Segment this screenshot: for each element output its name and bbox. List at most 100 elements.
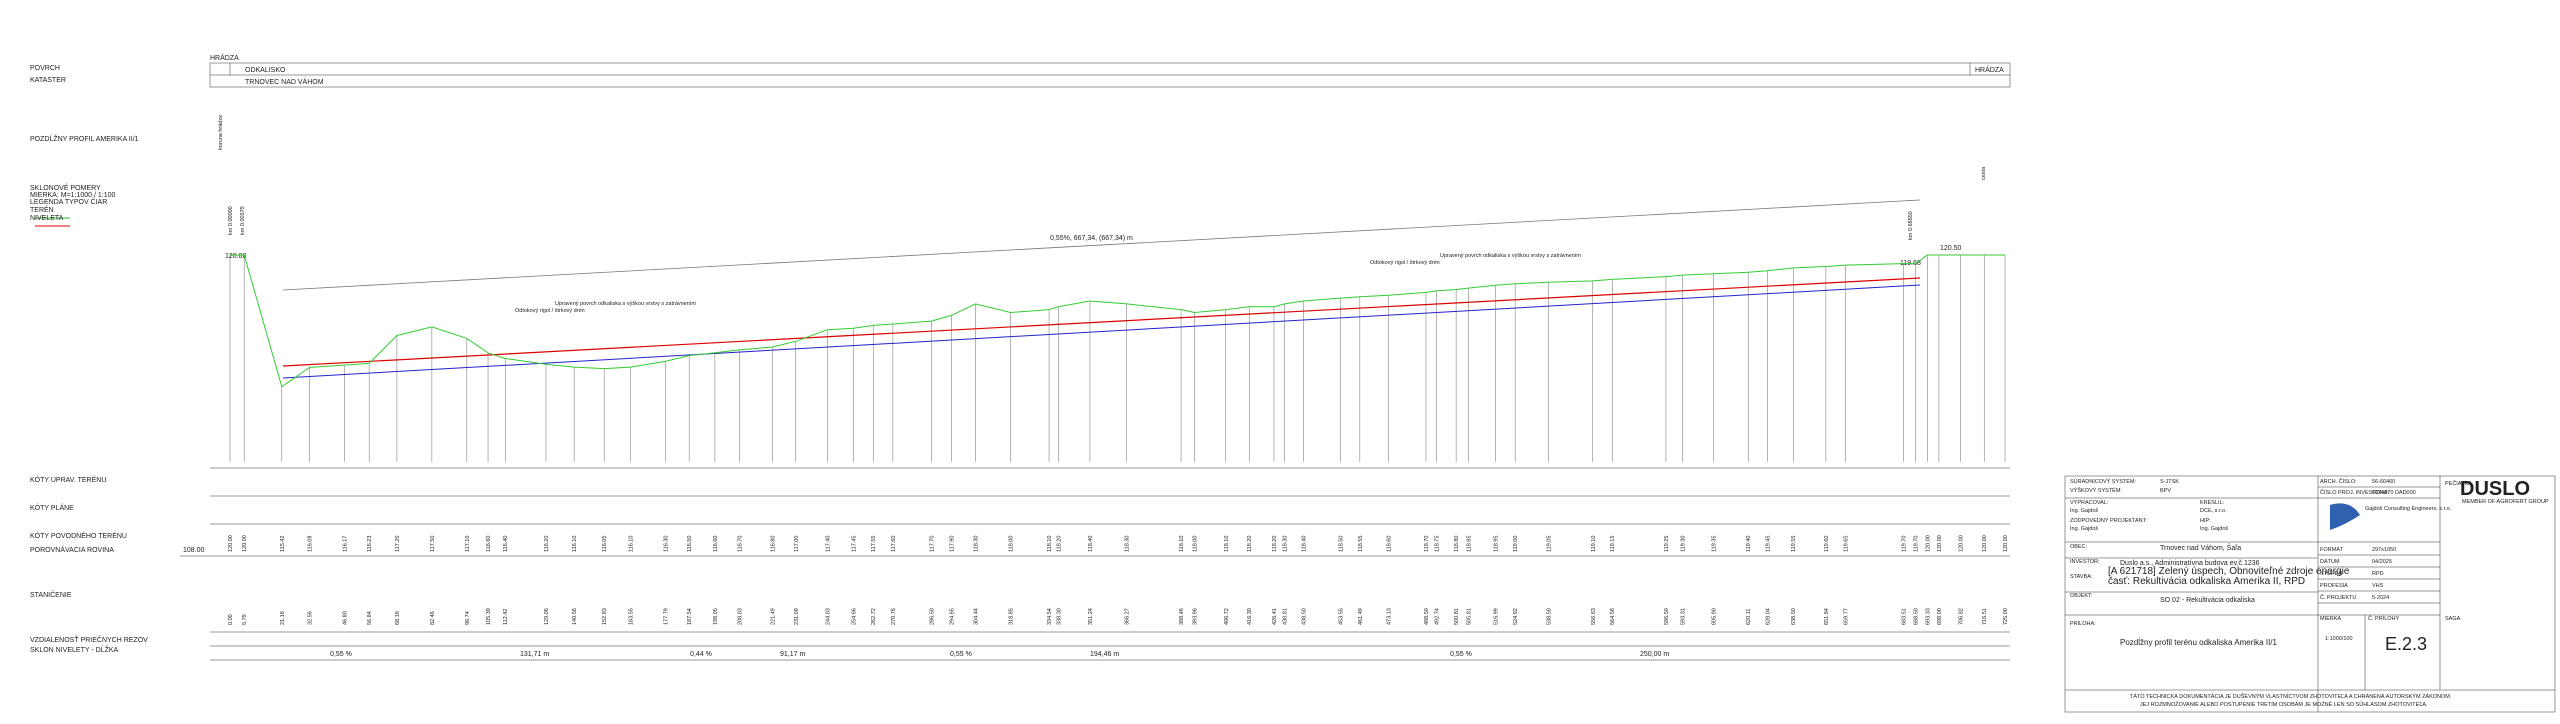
terrain-elev: 116.23	[367, 536, 373, 552]
terrain-elev: 117.55	[871, 536, 877, 552]
station-label: 5.79	[242, 614, 248, 625]
terrain-elev: 116.30	[663, 536, 669, 552]
title-field: BPV	[2160, 488, 2171, 494]
station-label: 406.72	[1224, 608, 1230, 625]
band-text: TRNOVEC NAD VÁHOM	[245, 77, 324, 86]
station-label: 461.49	[1358, 608, 1364, 625]
station-label: 96.74	[465, 611, 471, 625]
row-label: LEGENDA TYPOV ČIAR	[30, 197, 107, 206]
terrain-elev: 120.00	[1958, 535, 1964, 552]
row-label: MIERKA: M=1:1000 / 1:100	[30, 192, 116, 199]
station-label: 351.24	[1088, 608, 1094, 625]
station-label: 725.00	[2003, 608, 2009, 625]
title-field: ARCH. ČÍSLO:	[2320, 478, 2357, 485]
terrain-elev: 118.55	[1358, 536, 1364, 552]
title-field: MEMBER OF AGROFERT GROUP	[2462, 499, 2549, 505]
row-label: POROVNÁVACIA ROVINA	[30, 545, 114, 554]
title-field: DÁTUM	[2320, 558, 2340, 565]
title-field: PROFESIA	[2320, 583, 2348, 589]
station-label: 524.92	[1513, 608, 1519, 625]
terrain-elev: 118.80	[1454, 536, 1460, 552]
station-label: 586.50	[1664, 608, 1670, 625]
station-label: 187.54	[687, 608, 693, 625]
title-field: 56-60460	[2372, 479, 2395, 485]
title-field: S-JTSK	[2160, 479, 2179, 485]
terrain-elev: 118.10	[1047, 536, 1053, 552]
row-label: TERÉN	[30, 205, 54, 214]
band-text: ODKALISKO	[245, 67, 286, 74]
title-field: [A 621718] Zelený úspech, Obnoviteľné zd…	[2108, 566, 2350, 577]
title-field: ZODPOVEDNÝ PROJEKTANT:	[2070, 517, 2147, 524]
terrain-elev: 118.70	[1424, 536, 1430, 552]
station-label: 698.00	[1937, 608, 1943, 625]
row-label: VZDIALENOSŤ PRIEČNYCH REZOV	[30, 635, 148, 644]
company-logo	[2330, 503, 2360, 530]
title-field: 04/2025	[2372, 559, 2392, 565]
niveleta	[282, 277, 1921, 367]
terrain-elev: 119.45	[1766, 536, 1772, 552]
terrain-elev: 118.60	[1386, 536, 1392, 552]
station-label: 262.72	[871, 608, 877, 625]
terrain-elev: 119.70	[1901, 536, 1907, 552]
station-label: 426.41	[1272, 608, 1278, 625]
station-label: 208.03	[737, 608, 743, 625]
station-label: 393.96	[1193, 608, 1199, 625]
title-field: VYPRACOVAL:	[2070, 500, 2109, 506]
station-label: 505.81	[1466, 608, 1472, 625]
profile-text: 108.00	[183, 547, 205, 554]
station-label: 556.63	[1591, 608, 1597, 625]
title-field: PRÍLOHA:	[2070, 620, 2096, 627]
title-field: KRESLIL:	[2200, 500, 2225, 506]
station-label: 32.56	[308, 611, 314, 625]
band-text: HRÁDZA	[1975, 65, 2004, 74]
terrain-elev: 117.50	[430, 536, 436, 552]
title-field: ČÍSLO PROJ. INVESTORA:	[2320, 489, 2389, 496]
station-label: 82.46	[430, 611, 436, 625]
terrain-elev: 120.00	[228, 535, 234, 552]
station-label: 683.51	[1901, 608, 1907, 625]
terrain-elev: 118.75	[1434, 536, 1440, 552]
terrain-elev: 118.30	[1283, 536, 1289, 552]
title-field: SAGA	[2445, 616, 2461, 622]
title-field: OBJEKT:	[2070, 593, 2093, 599]
terrain-elev: 115.42	[280, 536, 286, 552]
terrain-elev: 117.00	[794, 536, 800, 552]
station-label: 105.39	[486, 608, 492, 625]
station-label: 500.81	[1454, 608, 1460, 625]
title-field: Ing. Gajdoš	[2200, 526, 2228, 532]
slope: 0,55 %	[330, 651, 352, 658]
station-label: 163.55	[628, 608, 634, 625]
row-label: STANIČENIE	[30, 590, 72, 599]
terrain-elev: 116.80	[770, 536, 776, 552]
slope: 0,44 %	[690, 651, 712, 658]
title-field: HIP:	[2200, 518, 2211, 524]
row-label: NIVELETA	[30, 215, 64, 222]
title-field: RPD	[2372, 571, 2384, 577]
terrain-elev: 120.00	[1982, 535, 1988, 552]
title-field: TÁTO TECHNICKÁ DOKUMENTÁCIA JE DUŠEVNÝM …	[2130, 693, 2452, 700]
terrain-elev: 119.15	[1610, 536, 1616, 552]
station-label: 716.51	[1982, 608, 1988, 625]
station-label: 294.65	[949, 608, 955, 625]
row-label: POVRCH	[30, 65, 60, 72]
terrain-elev: 119.70	[1914, 536, 1920, 552]
terrain-elev: 116.60	[713, 536, 719, 552]
station-label: 270.76	[891, 608, 897, 625]
terrain-elev: 118.30	[973, 536, 979, 552]
terrain-elev: 116.10	[572, 536, 578, 552]
terrain-elev: 118.30	[1125, 536, 1131, 552]
terrain-elev: 116.70	[737, 536, 743, 552]
station-label: 152.83	[602, 608, 608, 625]
title-field: SÚRADNICOVÝ SYSTÉM:	[2070, 478, 2136, 485]
terrain-elev: 118.00	[1193, 536, 1199, 552]
slope-length: 131,71 m	[520, 651, 549, 658]
terrain-elev: 118.40	[1302, 536, 1308, 552]
station-label: 473.13	[1386, 608, 1392, 625]
terrain-elev: 118.50	[1338, 536, 1344, 552]
terrain-elev: 119.60	[1824, 536, 1830, 552]
terrain-elev: 117.60	[891, 536, 897, 552]
title-field: VHS	[2372, 583, 2384, 589]
row-label: KÓTY POVODNÉHO TERÉNU	[30, 531, 127, 540]
terrain-elev: 116.50	[687, 536, 693, 552]
